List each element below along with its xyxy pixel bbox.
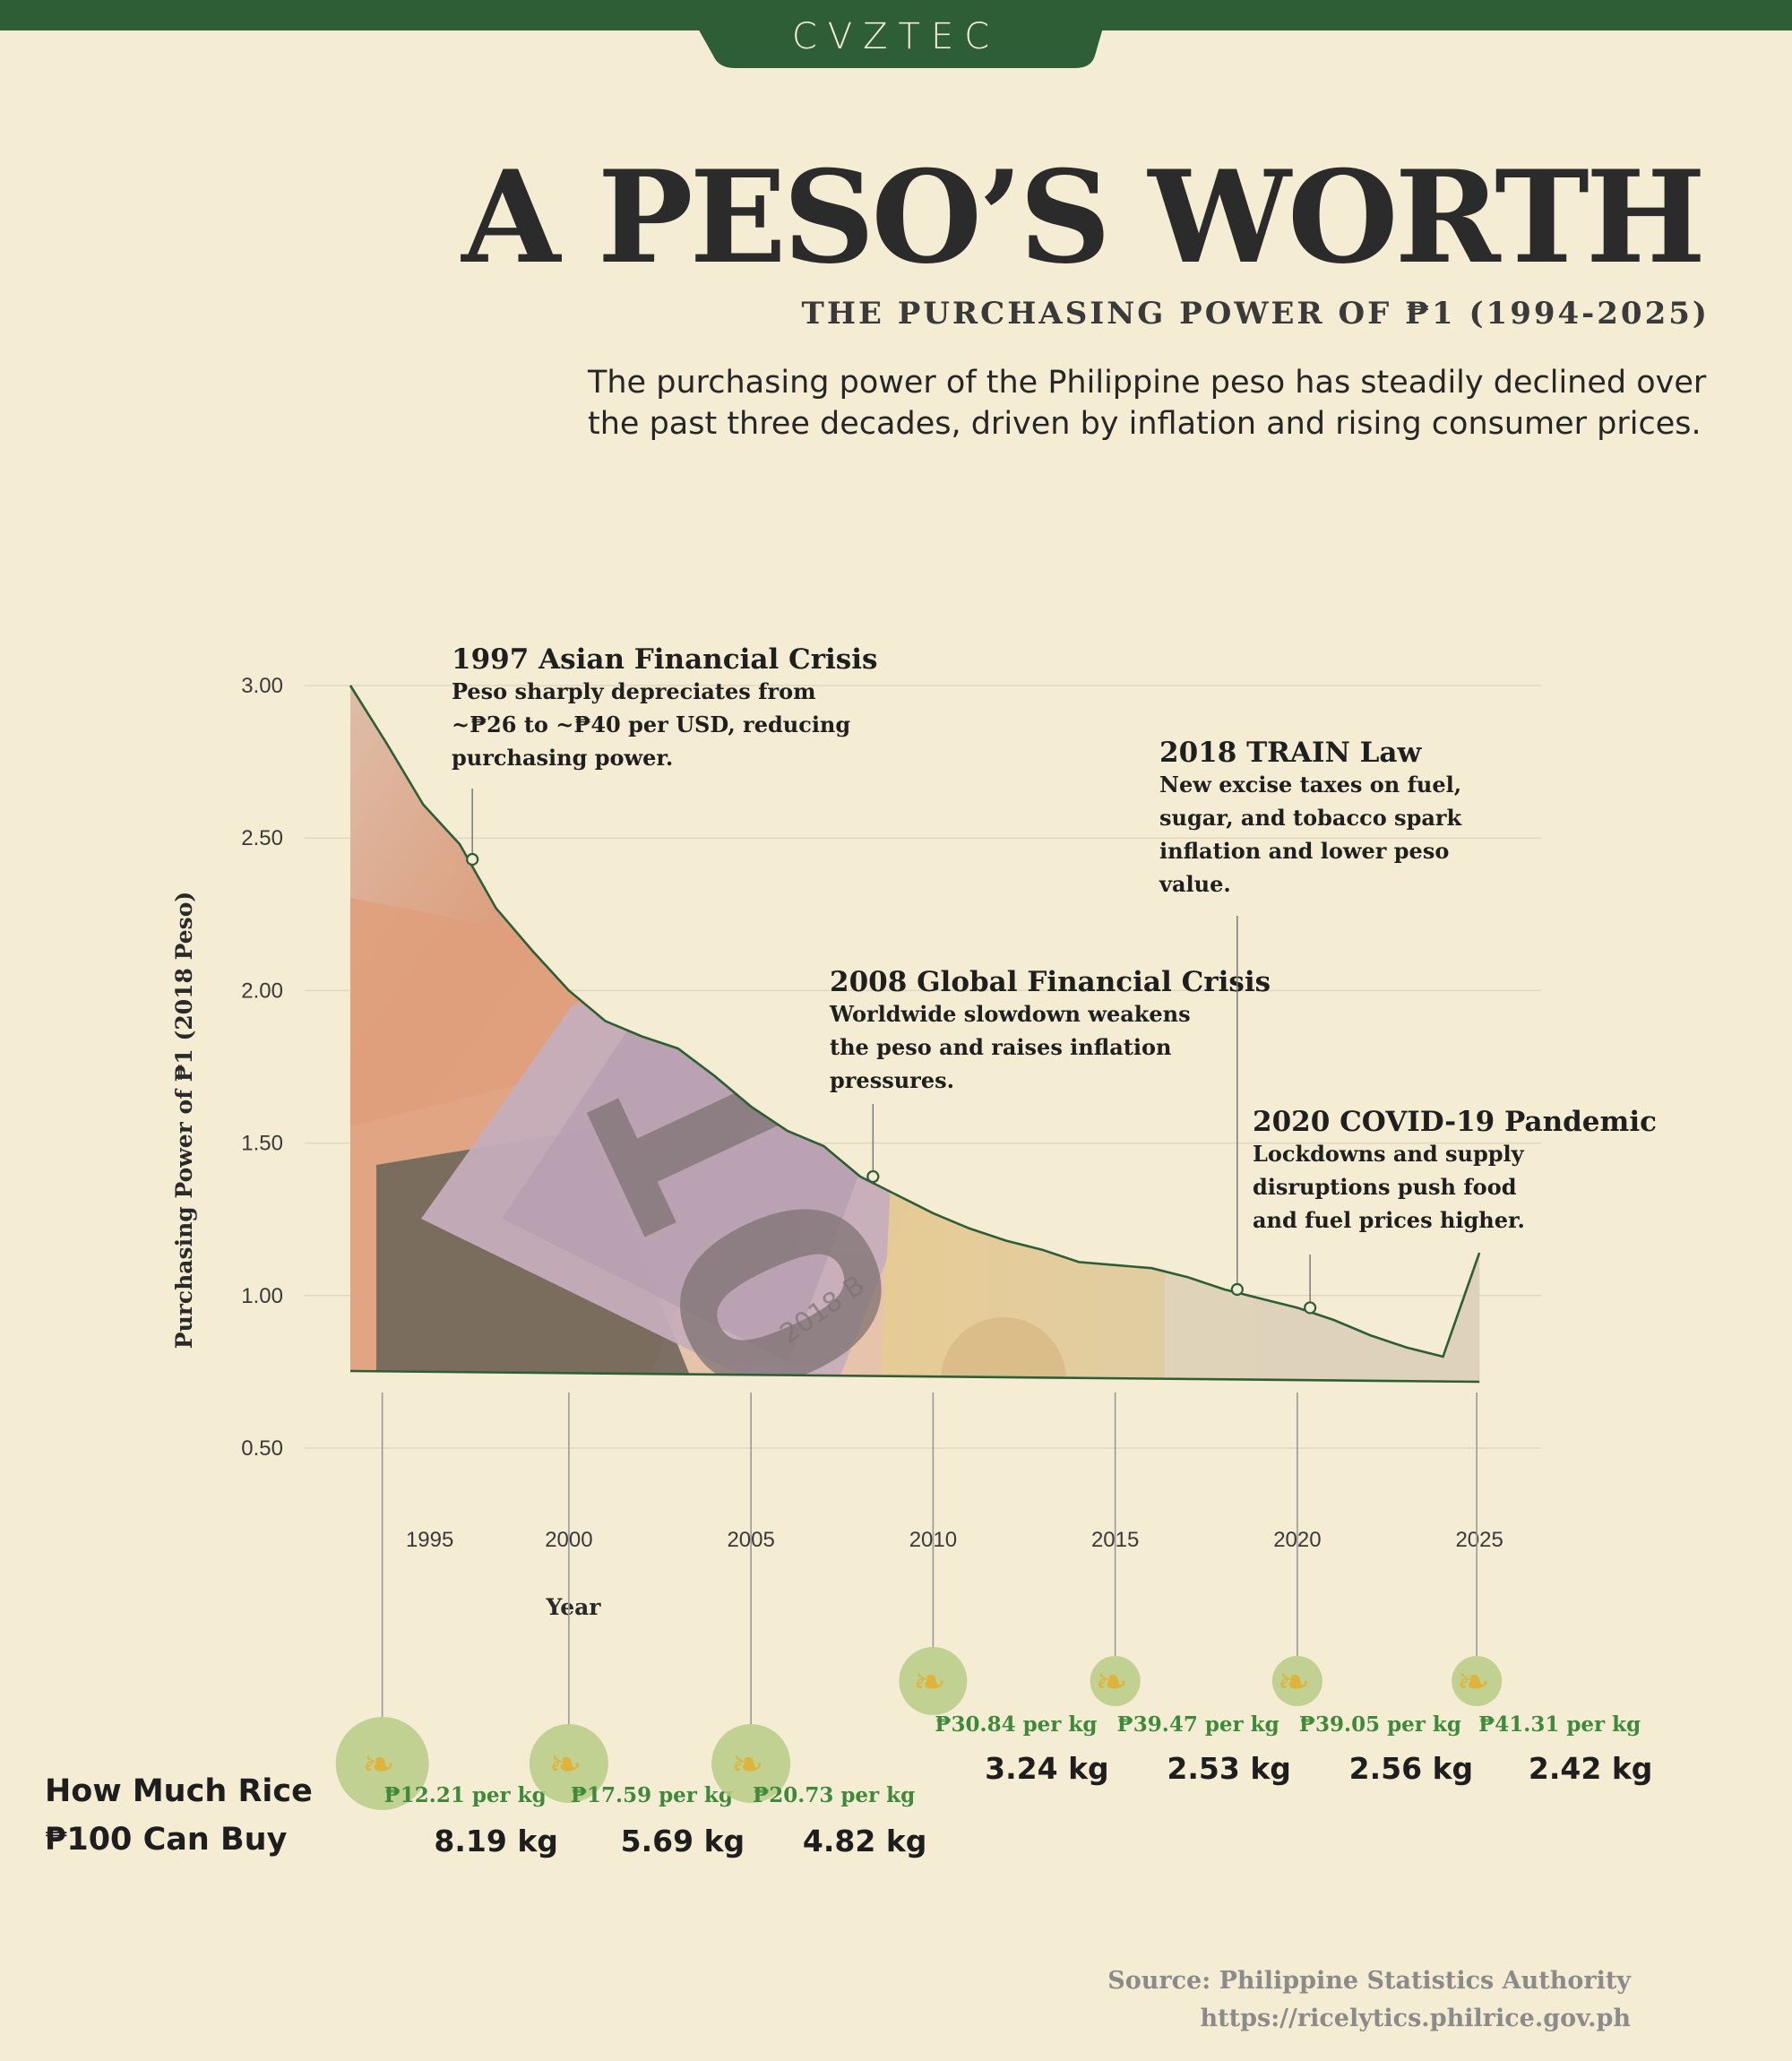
- rice-kg: 2.42 kg: [1529, 1751, 1652, 1786]
- y-tick-label: 2.00: [241, 979, 283, 1003]
- rice-price: ₱39.05 per kg: [1299, 1712, 1461, 1737]
- annotation-marker: [466, 852, 479, 867]
- rice-kg: 8.19 kg: [434, 1824, 557, 1858]
- annotation-marker: [866, 1169, 880, 1184]
- y-tick-label: 1.00: [241, 1284, 283, 1308]
- annotation-body-line: pressures.: [830, 1067, 954, 1093]
- annotation-body-line: value.: [1159, 871, 1231, 897]
- annotation-title: 2018 TRAIN Law: [1159, 737, 1422, 769]
- rice-heading-line1: How Much Rice: [45, 1773, 313, 1809]
- rice-icon-bg: [1452, 1656, 1503, 1706]
- rice-icon-bg: [1271, 1656, 1322, 1706]
- rice-icon-bg: [899, 1647, 968, 1715]
- source-credit: Source: Philippine Statistics Authority …: [1107, 1962, 1631, 2038]
- y-tick-label: 3.00: [241, 674, 283, 698]
- rice-grain-icon: ❧: [731, 1742, 764, 1788]
- source-url: https://ricelytics.philrice.gov.ph: [1200, 2005, 1631, 2032]
- rice-icon-bg: [1090, 1656, 1141, 1706]
- rice-price: ₱17.59 per kg: [571, 1783, 733, 1807]
- rice-kg: 3.24 kg: [985, 1751, 1108, 1786]
- annotation-marker: [1304, 1301, 1317, 1315]
- rice-price: ₱41.31 per kg: [1478, 1712, 1641, 1737]
- x-axis-title: Year: [546, 1594, 602, 1620]
- page-title: A PESO’S WORTH: [461, 143, 1706, 292]
- annotation-body-line: the peso and raises inflation: [830, 1034, 1171, 1060]
- annotation-body-line: Worldwide slowdown weakens: [829, 1001, 1191, 1027]
- rice-kg: 5.69 kg: [621, 1824, 745, 1858]
- annotation-body-line: and fuel prices higher.: [1253, 1207, 1525, 1233]
- brand-tab: [681, 0, 1111, 68]
- rice-price: ₱12.21 per kg: [384, 1783, 547, 1807]
- annotation-body-line: New excise taxes on fuel,: [1159, 772, 1461, 798]
- rice-grain-icon: ❧: [548, 1742, 582, 1788]
- y-tick-label: 2.50: [241, 826, 283, 850]
- rice-price: ₱39.47 per kg: [1117, 1712, 1279, 1737]
- rice-icon-bg: [335, 1717, 429, 1810]
- annotation-marker: [1230, 1282, 1244, 1297]
- area-baseline: [349, 1369, 1480, 1384]
- rice-grain-icon: ❧: [1457, 1660, 1490, 1705]
- rice-kg: 2.53 kg: [1167, 1751, 1290, 1786]
- rice-heading: How Much Rice ₱100 Can Buy: [45, 1767, 313, 1864]
- y-tick-label: 0.50: [241, 1436, 283, 1461]
- annotation-body-line: sugar, and tobacco spark: [1159, 805, 1463, 831]
- rice-icon-bg: [711, 1724, 791, 1803]
- brand-logo: CVZTEC: [791, 16, 1001, 57]
- rice-section: ❧₱12.21 per kg8.19 kg❧₱17.59 per kg5.69 …: [335, 1393, 1652, 1858]
- rice-kg: 4.82 kg: [803, 1824, 926, 1858]
- annotation-title: 1997 Asian Financial Crisis: [452, 643, 878, 676]
- rice-grain-icon: ❧: [1277, 1660, 1310, 1705]
- rice-kg: 2.56 kg: [1349, 1751, 1473, 1786]
- y-axis-title: Purchasing Power of ₱1 (2018 Peso): [171, 892, 197, 1349]
- annotation-body-line: Peso sharply depreciates from: [452, 678, 816, 704]
- annotation-title: 2008 Global Financial Crisis: [830, 966, 1271, 998]
- rice-heading-line2: ₱100 Can Buy: [45, 1822, 288, 1858]
- source-line1: Source: Philippine Statistics Authority: [1107, 1967, 1631, 1995]
- annotation-body-line: ~₱26 to ~₱40 per USD, reducing: [452, 711, 850, 737]
- y-tick-label: 1.50: [241, 1132, 283, 1156]
- rice-grain-icon: ❧: [362, 1742, 395, 1788]
- intro-text: The purchasing power of the Philippine p…: [588, 365, 1707, 442]
- rice-icon-bg: [529, 1724, 608, 1803]
- series-line: [349, 685, 1481, 1358]
- annotation-title: 2020 COVID-19 Pandemic: [1253, 1106, 1657, 1138]
- page-subtitle: THE PURCHASING POWER OF ₱1 (1994-2025): [801, 296, 1710, 332]
- annotation-body-line: inflation and lower peso: [1159, 838, 1449, 864]
- x-tick-label: 1995: [406, 1528, 453, 1552]
- annotation-body-line: disruptions push food: [1253, 1174, 1517, 1200]
- rice-price: ₱20.73 per kg: [753, 1783, 915, 1807]
- annotation-body-line: purchasing power.: [452, 745, 673, 771]
- annotation-body-line: Lockdowns and supply: [1253, 1141, 1525, 1167]
- x-tick-label: 2025: [1455, 1528, 1503, 1552]
- rice-price: ₱30.84 per kg: [935, 1712, 1097, 1737]
- rice-grain-icon: ❧: [1095, 1660, 1128, 1705]
- chart-line-layer: [349, 685, 1481, 1384]
- rice-grain-icon: ❧: [913, 1660, 946, 1705]
